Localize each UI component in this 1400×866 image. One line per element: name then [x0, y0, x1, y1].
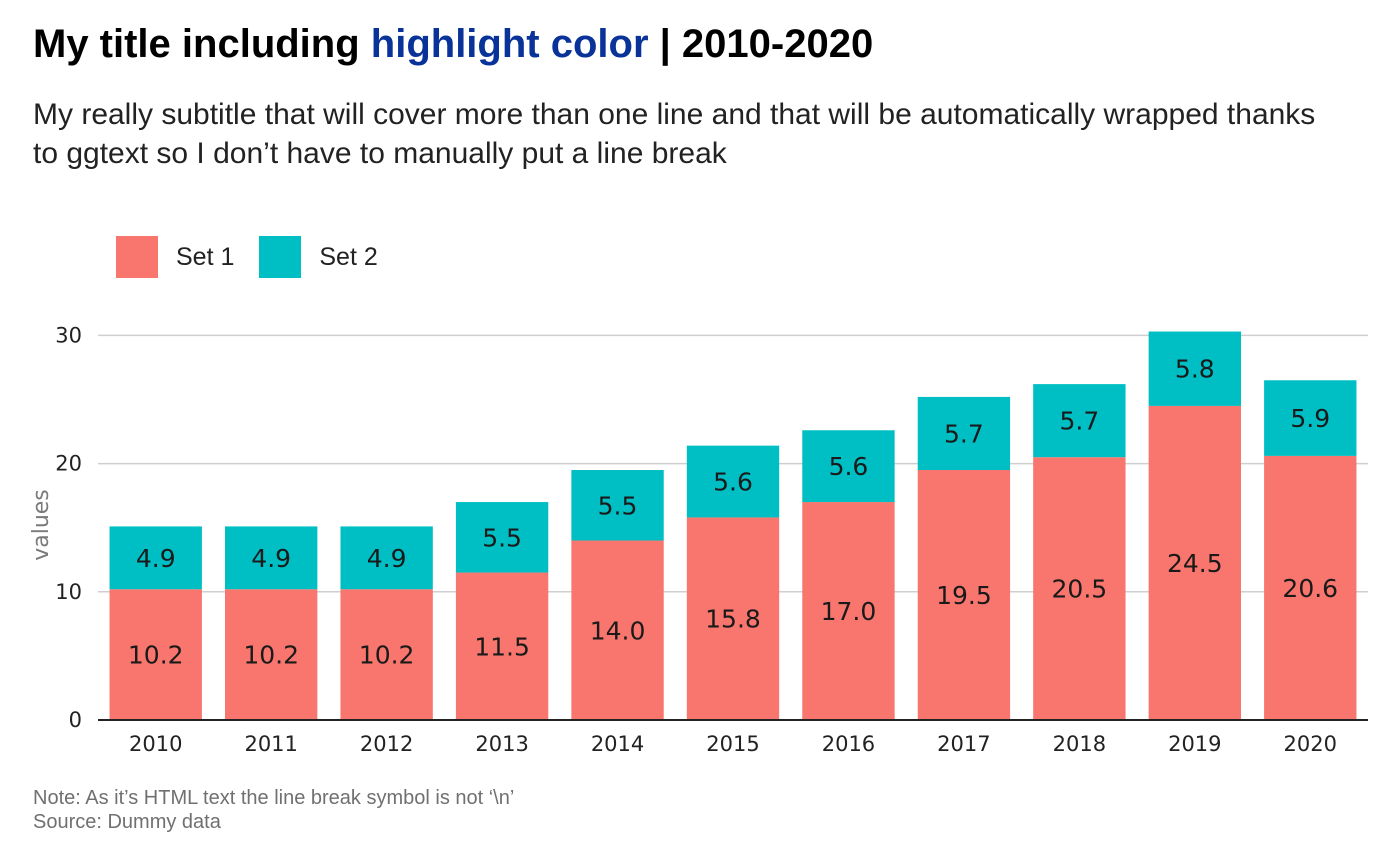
legend-label-set-2: Set 2: [319, 242, 378, 271]
y-tick-label: 10: [55, 580, 82, 604]
data-label: 5.9: [1290, 404, 1330, 433]
data-label: 5.5: [482, 523, 522, 552]
legend-swatch-set-1: [116, 236, 158, 278]
legend-swatch-set-2: [259, 236, 302, 278]
x-tick-label: 2019: [1168, 732, 1221, 756]
data-label: 20.6: [1282, 574, 1338, 603]
caption: Note: As it’s HTML text the line break s…: [33, 786, 514, 834]
bar-set-2: [686, 445, 780, 518]
data-label: 4.9: [251, 544, 291, 573]
bar-set-1: [802, 502, 895, 720]
data-label: 5.5: [598, 491, 638, 520]
x-tick-label: 2012: [360, 732, 413, 756]
legend: Set 1 Set 2: [116, 236, 403, 278]
data-label: 19.5: [936, 581, 992, 610]
title-prefix: My title including: [33, 22, 371, 66]
x-tick-label: 2020: [1284, 732, 1337, 756]
x-tick-label: 2018: [1053, 732, 1106, 756]
x-tick-label: 2014: [591, 732, 644, 756]
y-tick-label: 30: [55, 323, 82, 347]
x-tick-label: 2013: [475, 732, 528, 756]
data-label: 20.5: [1052, 575, 1108, 604]
chart-subtitle: My really subtitle that will cover more …: [33, 98, 1316, 170]
bar-set-2: [917, 396, 1011, 470]
caption-source: Source: Dummy data: [33, 811, 221, 833]
x-tick-label: 2015: [706, 732, 759, 756]
data-label: 24.5: [1167, 549, 1223, 578]
bar-set-2: [802, 430, 895, 503]
bar-set-1: [1264, 455, 1357, 720]
data-label: 4.9: [136, 544, 176, 573]
title-highlight: highlight color: [370, 22, 649, 66]
bar-set-1: [455, 572, 549, 720]
title-suffix: | 2010-2020: [648, 22, 874, 66]
bar-set-1: [225, 589, 318, 720]
bar-set-1: [917, 470, 1011, 720]
data-label: 5.7: [1059, 407, 1099, 436]
bar-set-2: [1148, 331, 1241, 406]
bar-set-2: [1033, 384, 1126, 458]
data-label: 11.5: [474, 632, 530, 661]
data-label: 4.9: [367, 544, 407, 573]
chart-title: My title including highlight color | 201…: [33, 22, 873, 67]
y-tick-label: 20: [55, 452, 82, 476]
x-tick-label: 2011: [244, 732, 297, 756]
data-label: 5.8: [1175, 355, 1215, 384]
legend-item-set-1: Set 1: [116, 236, 234, 278]
bar-set-1: [109, 589, 202, 720]
y-tick-label: 0: [69, 708, 82, 732]
data-label: 14.0: [590, 616, 646, 645]
bar-set-1: [1033, 457, 1126, 720]
legend-label-set-1: Set 1: [176, 242, 235, 271]
bar-set-2: [455, 502, 549, 573]
data-label: 10.2: [128, 641, 184, 670]
data-label: 5.7: [944, 419, 984, 448]
bar-set-2: [1264, 380, 1357, 456]
y-axis-title: values: [29, 489, 54, 561]
x-tick-label: 2010: [129, 732, 182, 756]
bar-set-2: [340, 526, 433, 590]
bar-set-1: [1148, 405, 1241, 720]
data-label: 10.2: [359, 641, 415, 670]
x-tick-label: 2016: [822, 732, 875, 756]
data-label: 5.6: [829, 452, 869, 481]
bar-set-2: [571, 470, 664, 541]
legend-item-set-2: Set 2: [259, 236, 378, 278]
data-label: 5.6: [713, 468, 753, 497]
bar-set-2: [225, 526, 318, 590]
bar-set-1: [686, 517, 780, 720]
caption-note: Note: As it’s HTML text the line break s…: [33, 787, 515, 809]
bar-set-2: [109, 526, 202, 590]
data-label: 10.2: [243, 641, 299, 670]
bar-set-1: [571, 540, 664, 720]
data-label: 17.0: [821, 597, 877, 626]
x-tick-label: 2017: [937, 732, 990, 756]
data-label: 15.8: [705, 605, 761, 634]
bar-set-1: [340, 589, 433, 720]
